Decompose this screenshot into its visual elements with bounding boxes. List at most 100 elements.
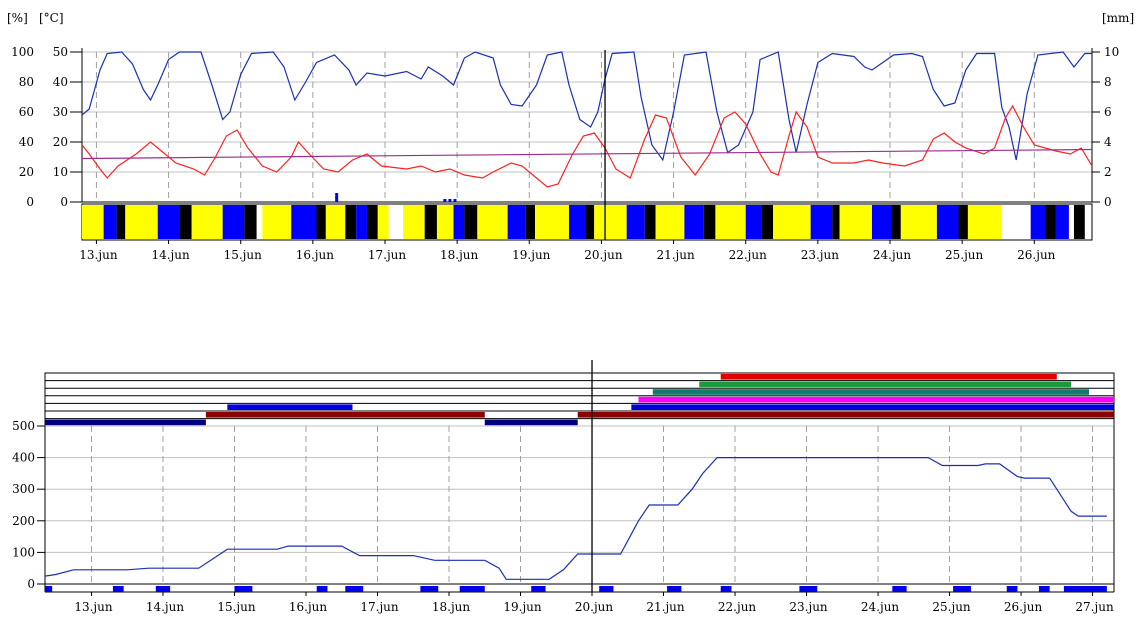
precip-tick-label: 6: [1104, 105, 1112, 119]
top-x-tick-label: 24.jun: [873, 248, 912, 262]
bottom-x-tick-label: 27.jun: [1075, 600, 1114, 614]
status-strip-segment: [967, 205, 1002, 239]
top-x-tick-label: 17.jun: [368, 248, 407, 262]
gantt-bar: [205, 412, 485, 418]
top-x-tick-label: 19.jun: [512, 248, 551, 262]
top-x-tick-label: 26.jun: [1017, 248, 1056, 262]
bottom-event-mark: [316, 586, 328, 592]
bottom-x-tick-label: 26.jun: [1004, 600, 1043, 614]
temperature-tick-label: 50: [53, 45, 68, 59]
status-strip-segment: [377, 205, 389, 239]
status-strip-segment: [125, 205, 158, 239]
status-strip-segment: [477, 205, 508, 239]
status-strip-segment: [436, 205, 454, 239]
bottom-y-tick-label: 400: [12, 451, 35, 465]
bottom-x-tick-label: 18.jun: [432, 600, 471, 614]
bottom-event-mark: [531, 586, 546, 592]
bottom-x-tick-label: 13.jun: [74, 600, 113, 614]
accumulated-series-line: [44, 457, 1107, 580]
top-x-tick-label: 23.jun: [801, 248, 840, 262]
status-strip-segment: [626, 205, 645, 239]
bottom-event-mark: [234, 586, 253, 592]
bottom-event-mark: [720, 586, 732, 592]
top-x-tick-label: 15.jun: [224, 248, 263, 262]
status-strip-segment: [424, 205, 437, 239]
gantt-bar: [577, 412, 1114, 418]
humidity-tick-label: 20: [19, 165, 34, 179]
status-strip-segment: [366, 205, 378, 239]
bottom-y-tick-label: 500: [12, 419, 35, 433]
status-strip-segment: [345, 205, 357, 239]
bottom-event-mark: [45, 586, 53, 592]
bottom-x-tick-label: 20.jun: [575, 600, 614, 614]
temperature-tick-label: 30: [53, 105, 68, 119]
status-strip-segment: [832, 205, 840, 239]
temperature-unit-label: [°C]: [39, 11, 64, 25]
status-strip-segment: [594, 205, 627, 239]
gantt-bar: [720, 374, 1057, 380]
status-strip-segment: [773, 205, 811, 239]
bottom-x-tick-label: 15.jun: [217, 600, 256, 614]
status-strip-segment: [535, 205, 569, 239]
bottom-x-tick-label: 14.jun: [146, 600, 185, 614]
status-strip-segment: [900, 205, 937, 239]
status-strip-segment: [116, 205, 126, 239]
humidity-unit-label: [%]: [7, 11, 28, 25]
precip-tick-label: 4: [1104, 135, 1112, 149]
status-strip-segment: [1045, 205, 1056, 239]
bottom-x-tick-label: 25.jun: [932, 600, 971, 614]
humidity-series-line: [81, 51, 1092, 162]
bottom-event-mark: [1063, 586, 1107, 592]
status-strip-segment: [1055, 205, 1069, 239]
status-strip-segment: [891, 205, 901, 239]
precip-tick-label: 0: [1104, 195, 1112, 209]
bottom-y-tick-label: 0: [27, 577, 35, 591]
status-strip-segment: [585, 205, 595, 239]
status-strip-segment: [82, 205, 104, 239]
bottom-event-mark: [892, 586, 907, 592]
precip-bar: [453, 199, 457, 202]
status-strip-segment: [291, 205, 317, 239]
status-strip-segment: [745, 205, 762, 239]
top-x-tick-label: 14.jun: [151, 248, 190, 262]
temperature-series-line: [81, 104, 1093, 188]
status-strip-segment: [655, 205, 685, 239]
precip-bar: [448, 199, 452, 202]
status-strip-segment: [403, 205, 425, 239]
bottom-x-tick-label: 19.jun: [503, 600, 542, 614]
status-strip-segment: [179, 205, 192, 239]
humidity-tick-label: 60: [19, 105, 34, 119]
humidity-tick-label: 100: [11, 45, 34, 59]
status-strip-segment: [958, 205, 968, 239]
precip-bar: [335, 193, 339, 202]
status-strip-segment: [839, 205, 872, 239]
status-strip-segment: [464, 205, 478, 239]
temperature-tick-label: 10: [53, 165, 68, 179]
status-strip-segment: [103, 205, 117, 239]
bottom-event-mark: [1038, 586, 1050, 592]
bottom-event-mark: [599, 586, 614, 592]
gantt-bar: [45, 419, 206, 426]
humidity-tick-label: 80: [19, 75, 34, 89]
precip-tick-label: 8: [1104, 75, 1112, 89]
bottom-x-tick-label: 23.jun: [789, 600, 828, 614]
status-strip-segment: [325, 205, 346, 239]
bottom-y-tick-label: 300: [12, 482, 35, 496]
bottom-x-tick-label: 22.jun: [718, 600, 757, 614]
top-x-tick-label: 20.jun: [584, 248, 623, 262]
bottom-plot-area: [45, 426, 1114, 584]
status-strip-segment: [761, 205, 774, 239]
temperature-tick-label: 40: [53, 75, 68, 89]
bottom-y-tick-label: 100: [12, 545, 35, 559]
gantt-bar: [652, 389, 1089, 395]
precip-bar: [443, 199, 447, 202]
bottom-event-mark: [155, 586, 171, 592]
humidity-tick-label: 0: [26, 195, 34, 209]
bottom-event-mark: [667, 586, 682, 592]
precip-unit-label: [mm]: [1102, 11, 1134, 25]
gantt-bar: [638, 396, 1114, 403]
gantt-bar: [631, 404, 1114, 410]
bottom-event-mark: [420, 586, 439, 592]
